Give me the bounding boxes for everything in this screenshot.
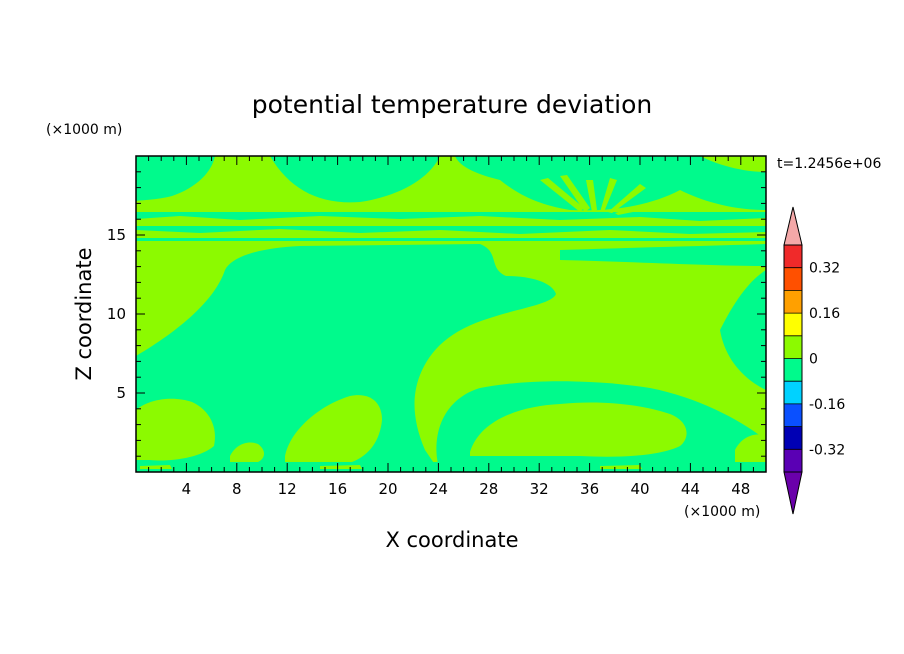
x-tick-label: 48 [731,480,750,498]
x-tick-label: 28 [479,480,498,498]
x-tick-label: 32 [530,480,549,498]
contour-region [560,244,766,266]
contour-region [136,156,215,201]
colorbar-over-triangle [783,206,803,246]
x-tick-label: 44 [681,480,700,498]
colorbar-swatch [784,403,802,427]
colorbar-swatch [784,449,802,472]
colorbar-swatch [784,381,802,404]
contour-region [230,442,264,462]
contour-region [270,156,440,203]
chart-title: potential temperature deviation [252,90,652,119]
x-tick-label: 36 [580,480,599,498]
colorbar-swatch [784,267,802,291]
colorbar-swatch [784,245,802,268]
colorbar-swatch [784,290,802,314]
y-axis: 5 10 15 [107,171,766,457]
colorbar-swatch [784,358,802,382]
y-axis-label: Z coordinate [72,247,96,380]
y-axis-unit: (×1000 m) [46,122,122,138]
contour-region [470,402,687,457]
x-tick-label: 40 [630,480,649,498]
x-axis-unit: (×1000 m) [684,504,760,520]
contour-region [136,398,216,461]
colorbar-swatch [784,335,802,359]
contour-region [136,212,766,221]
colorbar-tick-label: -0.32 [809,442,845,458]
contour-region [285,395,382,462]
y-tick-label: 5 [116,384,126,402]
x-tick-label: 8 [232,480,242,498]
x-tick-label: 24 [429,480,448,498]
colorbar-swatch [784,426,802,450]
x-tick-label: 4 [182,480,192,498]
contour-region [136,226,766,234]
colorbar-under-triangle [783,471,803,515]
time-label: t=1.2456e+06 [777,156,881,172]
colorbar-tick-label: 0.16 [809,306,840,322]
colorbar-swatch [784,313,802,336]
colorbar-tick-label: 0 [809,352,818,368]
x-tick-label: 12 [278,480,297,498]
contour-region [540,175,672,215]
contour-region [136,238,766,241]
x-tick-label: 20 [378,480,397,498]
colorbar: -0.32 -0.16 0 0.16 0.32 [783,206,845,515]
x-axis: 4 8 12 16 20 24 28 32 36 40 44 48 [148,156,754,498]
contour-region [735,434,766,462]
y-tick-label: 15 [107,226,126,244]
y-tick-label: 10 [107,305,126,323]
x-axis-label: X coordinate [385,528,518,552]
contour-region [136,244,556,472]
contour-region [700,156,766,172]
contour-region [720,270,766,390]
colorbar-tick-label: 0.32 [809,261,840,277]
contour-field [136,156,766,472]
colorbar-tick-label: -0.16 [809,397,845,413]
x-tick-label: 16 [328,480,347,498]
